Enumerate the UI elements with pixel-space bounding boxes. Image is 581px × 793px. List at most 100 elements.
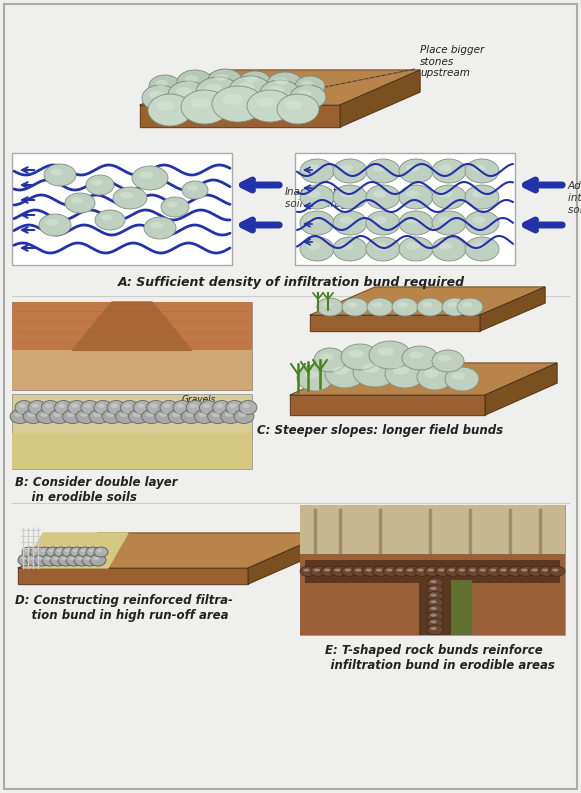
Ellipse shape — [195, 409, 214, 423]
Ellipse shape — [300, 566, 316, 577]
Ellipse shape — [409, 351, 424, 358]
Text: C: Steeper slopes: longer field bunds: C: Steeper slopes: longer field bunds — [257, 424, 503, 437]
Ellipse shape — [29, 557, 35, 561]
Text: Gravels: Gravels — [175, 395, 216, 410]
Ellipse shape — [303, 569, 310, 572]
Ellipse shape — [71, 197, 83, 204]
Ellipse shape — [427, 605, 443, 615]
Ellipse shape — [226, 400, 244, 415]
Ellipse shape — [89, 550, 94, 552]
Ellipse shape — [70, 547, 84, 557]
Text: B: Consider double layer
    in erodible soils: B: Consider double layer in erodible soi… — [15, 476, 178, 504]
Ellipse shape — [399, 185, 433, 209]
Polygon shape — [340, 70, 420, 127]
Ellipse shape — [234, 409, 254, 423]
Ellipse shape — [267, 72, 303, 96]
Ellipse shape — [106, 412, 114, 417]
FancyBboxPatch shape — [4, 4, 577, 789]
Ellipse shape — [41, 400, 59, 415]
Ellipse shape — [345, 569, 351, 572]
Ellipse shape — [93, 557, 99, 561]
Ellipse shape — [397, 302, 408, 308]
Ellipse shape — [82, 554, 98, 566]
Ellipse shape — [439, 355, 451, 362]
Ellipse shape — [300, 159, 334, 183]
Ellipse shape — [81, 400, 99, 415]
Ellipse shape — [518, 566, 534, 577]
Ellipse shape — [334, 569, 340, 572]
Ellipse shape — [462, 302, 472, 308]
Ellipse shape — [142, 409, 162, 423]
Polygon shape — [18, 568, 248, 584]
Text: E: T-shaped rock bunds reinforce
    infiltration bund in erodible areas: E: T-shaped rock bunds reinforce infiltr… — [314, 644, 554, 672]
Ellipse shape — [362, 566, 378, 577]
Ellipse shape — [90, 554, 106, 566]
Ellipse shape — [407, 569, 413, 572]
Ellipse shape — [40, 412, 48, 417]
Ellipse shape — [333, 366, 349, 375]
FancyBboxPatch shape — [300, 554, 565, 635]
Ellipse shape — [369, 341, 411, 369]
Ellipse shape — [137, 404, 145, 408]
Ellipse shape — [74, 554, 90, 566]
FancyBboxPatch shape — [451, 580, 472, 635]
Ellipse shape — [187, 185, 198, 190]
Ellipse shape — [333, 185, 367, 209]
Ellipse shape — [376, 569, 382, 572]
Ellipse shape — [487, 566, 503, 577]
Ellipse shape — [42, 554, 58, 566]
Ellipse shape — [457, 298, 483, 316]
Ellipse shape — [208, 69, 242, 91]
Ellipse shape — [182, 181, 208, 199]
Ellipse shape — [116, 409, 135, 423]
Ellipse shape — [472, 216, 485, 224]
Ellipse shape — [26, 554, 42, 566]
Ellipse shape — [431, 607, 437, 610]
Ellipse shape — [307, 243, 320, 250]
Ellipse shape — [459, 569, 465, 572]
Ellipse shape — [321, 566, 337, 577]
Ellipse shape — [552, 569, 558, 572]
Ellipse shape — [215, 74, 228, 81]
Ellipse shape — [149, 75, 181, 97]
Ellipse shape — [146, 412, 154, 417]
Ellipse shape — [428, 569, 434, 572]
Ellipse shape — [120, 412, 127, 417]
Ellipse shape — [500, 569, 507, 572]
Ellipse shape — [465, 237, 499, 261]
Text: D: Constructing reinforced filtra-
    tion bund in high run-off area: D: Constructing reinforced filtra- tion … — [15, 594, 233, 622]
Ellipse shape — [49, 550, 55, 552]
Ellipse shape — [33, 550, 38, 552]
Ellipse shape — [148, 94, 192, 126]
Ellipse shape — [45, 557, 52, 561]
Text: Place bigger
stones
upstream: Place bigger stones upstream — [303, 45, 484, 91]
Ellipse shape — [95, 210, 125, 230]
Ellipse shape — [71, 404, 78, 408]
Ellipse shape — [21, 557, 28, 561]
Ellipse shape — [422, 302, 433, 308]
Ellipse shape — [159, 412, 167, 417]
Ellipse shape — [442, 298, 468, 316]
Ellipse shape — [134, 400, 152, 415]
Polygon shape — [140, 70, 420, 105]
Ellipse shape — [466, 566, 482, 577]
Ellipse shape — [427, 578, 443, 588]
Ellipse shape — [44, 164, 76, 186]
Polygon shape — [23, 533, 128, 568]
Text: Adequate
intensity of
soil coverage: Adequate intensity of soil coverage — [568, 182, 581, 215]
Ellipse shape — [199, 400, 217, 415]
Ellipse shape — [340, 164, 353, 171]
Ellipse shape — [39, 214, 71, 236]
Ellipse shape — [45, 404, 52, 408]
Ellipse shape — [340, 216, 353, 224]
Ellipse shape — [147, 400, 165, 415]
Ellipse shape — [63, 409, 83, 423]
Ellipse shape — [28, 400, 46, 415]
Ellipse shape — [347, 302, 357, 308]
Ellipse shape — [205, 84, 223, 93]
Ellipse shape — [542, 569, 548, 572]
FancyBboxPatch shape — [305, 560, 560, 583]
Ellipse shape — [320, 354, 333, 361]
Ellipse shape — [465, 185, 499, 209]
Ellipse shape — [51, 169, 63, 175]
